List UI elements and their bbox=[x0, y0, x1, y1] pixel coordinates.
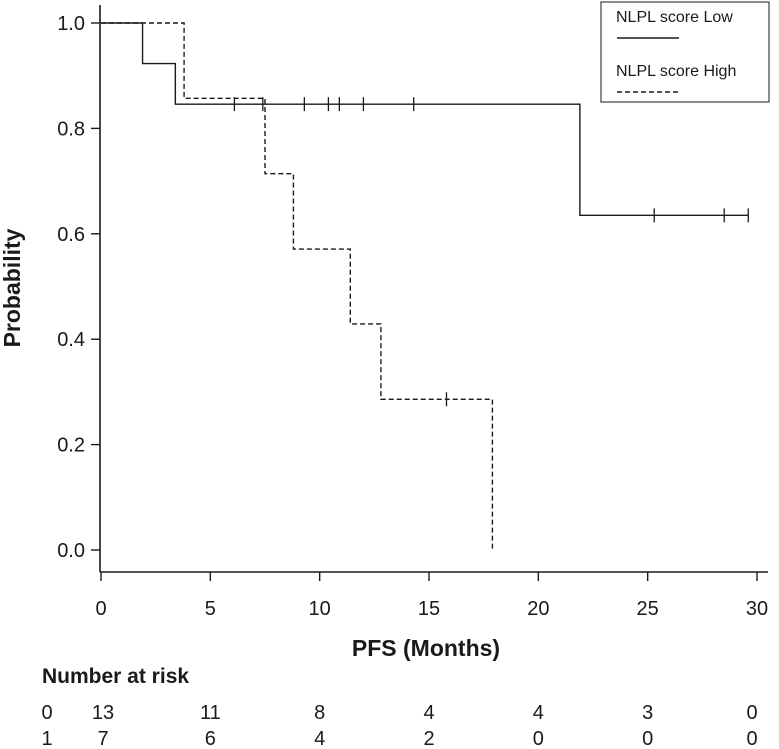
x-axis-title: PFS (Months) bbox=[352, 635, 500, 661]
y-tick-label: 0.6 bbox=[57, 224, 85, 246]
risk-count: 8 bbox=[314, 702, 325, 724]
risk-count: 0 bbox=[746, 702, 757, 724]
series-low-curve bbox=[101, 22, 749, 217]
risk-count: 11 bbox=[200, 702, 221, 724]
risk-count: 3 bbox=[642, 702, 653, 724]
x-tick-label: 20 bbox=[527, 598, 549, 620]
risk-count: 4 bbox=[423, 702, 434, 724]
legend: NLPL score Low NLPL score High bbox=[600, 1, 770, 103]
risk-count: 0 bbox=[642, 728, 653, 749]
risk-count: 13 bbox=[92, 702, 114, 724]
y-axis-ticks: 0.0 0.2 0.4 0.6 0.8 1.0 bbox=[57, 13, 100, 562]
y-tick-label: 0.2 bbox=[57, 435, 85, 457]
risk-table-title: Number at risk bbox=[42, 665, 189, 688]
risk-count: 2 bbox=[423, 728, 434, 749]
risk-group-label: 1 bbox=[41, 728, 52, 749]
y-tick-label: 0.8 bbox=[57, 118, 85, 140]
y-axis-title: Probability bbox=[0, 228, 25, 347]
legend-label-low: NLPL score Low bbox=[616, 9, 733, 26]
x-axis-ticks: 0 5 10 15 20 25 30 bbox=[95, 572, 768, 620]
series-high-curve bbox=[101, 22, 494, 550]
legend-label-high: NLPL score High bbox=[616, 63, 736, 80]
x-tick-label: 10 bbox=[309, 598, 331, 620]
x-tick-label: 5 bbox=[205, 598, 216, 620]
y-tick-label: 1.0 bbox=[57, 13, 85, 35]
risk-table: 0 13 11 8 4 4 3 0 1 7 6 4 2 0 0 0 bbox=[41, 702, 757, 749]
x-tick-label: 0 bbox=[95, 598, 106, 620]
risk-count: 4 bbox=[533, 702, 544, 724]
x-tick-label: 30 bbox=[746, 598, 768, 620]
risk-count: 6 bbox=[205, 728, 216, 749]
risk-count: 0 bbox=[746, 728, 757, 749]
risk-count: 4 bbox=[314, 728, 325, 749]
x-tick-label: 25 bbox=[637, 598, 659, 620]
risk-count: 7 bbox=[97, 728, 108, 749]
censor-marks bbox=[233, 97, 749, 407]
y-tick-label: 0.4 bbox=[57, 329, 85, 351]
risk-count: 0 bbox=[533, 728, 544, 749]
x-tick-label: 15 bbox=[418, 598, 440, 620]
y-tick-label: 0.0 bbox=[57, 540, 85, 562]
legend-box bbox=[600, 1, 770, 103]
risk-group-label: 0 bbox=[41, 702, 52, 724]
